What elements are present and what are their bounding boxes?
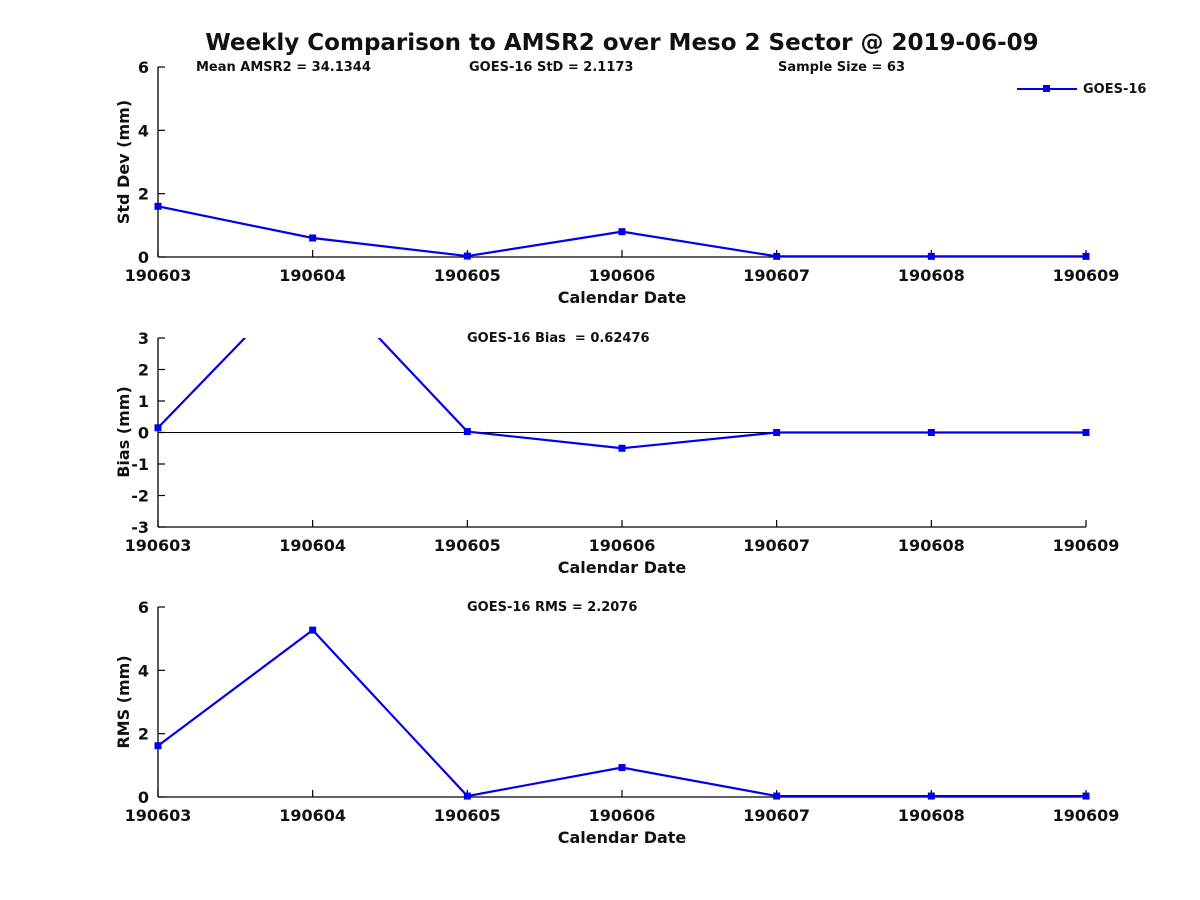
series-marker [618, 764, 626, 772]
y-tick-label: 0 [138, 248, 149, 267]
series-marker [309, 234, 317, 242]
x-tick-label: 190607 [743, 266, 810, 285]
x-tick-label: 190603 [125, 806, 192, 825]
x-tick-label: 190608 [898, 266, 965, 285]
series-marker [154, 424, 162, 432]
series-goes-16 [154, 626, 1090, 800]
series-marker [1082, 792, 1090, 800]
y-tick-label: 2 [138, 185, 149, 204]
series-marker [773, 429, 781, 436]
chart-rms: 190603 190604 190605 190606 190607 190608 1906… [125, 598, 1120, 825]
figure-title: Weekly Comparison to AMSR2 over Meso 2 S… [205, 30, 1039, 56]
x-tick-label: 190609 [1053, 806, 1120, 825]
chart-std-dev: 190603 190604 190605 190606 190607 190608 1906… [125, 58, 1120, 285]
x-tick-label: 190605 [434, 806, 501, 825]
series-marker [927, 792, 935, 800]
annotation-goes16-std: GOES-16 StD = 2.1173 [469, 60, 634, 75]
x-tick-label: 190604 [279, 806, 346, 825]
series-marker [154, 202, 162, 210]
x-tick-label: 190607 [743, 536, 810, 555]
y-tick-label: 0 [138, 788, 149, 807]
legend-marker-icon [1043, 85, 1050, 92]
x-tick-label: 190606 [589, 806, 656, 825]
series-marker [618, 444, 626, 452]
series-marker [1082, 429, 1090, 436]
y-tick-label: 2 [138, 725, 149, 744]
y-tick-label: 6 [138, 598, 149, 617]
x-tick-label: 190603 [125, 536, 192, 555]
x-tick-label: 190608 [898, 806, 965, 825]
y-tick-label: 2 [138, 361, 149, 380]
series-marker [1082, 252, 1090, 260]
series-goes-16 [154, 338, 1090, 452]
x-tick-label: 190608 [898, 536, 965, 555]
y-tick-label: 3 [138, 329, 149, 348]
y-axis-label-rms: RMS (mm) [114, 655, 133, 749]
y-tick-label: 6 [138, 58, 149, 77]
y-tick-label: 1 [138, 392, 149, 411]
series-marker [927, 252, 935, 260]
y-tick-label: -1 [131, 455, 149, 474]
x-tick-label: 190603 [125, 266, 192, 285]
x-axis-label-top: Calendar Date [557, 288, 687, 307]
y-tick-label: -2 [131, 487, 149, 506]
x-axis-label-bottom: Calendar Date [557, 828, 687, 847]
series-marker [309, 626, 317, 634]
series-marker [618, 228, 626, 236]
x-tick-label: 190609 [1053, 266, 1120, 285]
y-axis-label-stddev: Std Dev (mm) [114, 99, 133, 225]
series-marker [463, 252, 471, 260]
x-tick-label: 190609 [1053, 536, 1120, 555]
series-marker [927, 429, 935, 436]
y-tick-label: 4 [138, 121, 149, 140]
annotation-goes16-bias: GOES-16 Bias = 0.62476 [467, 331, 650, 346]
y-tick-label: 4 [138, 661, 149, 680]
annotation-mean-amsr2: Mean AMSR2 = 34.1344 [196, 60, 371, 75]
series-marker [154, 742, 162, 750]
x-tick-label: 190606 [589, 536, 656, 555]
x-tick-label: 190605 [434, 266, 501, 285]
x-tick-label: 190606 [589, 266, 656, 285]
y-axis-label-bias: Bias (mm) [114, 386, 133, 478]
series-marker [463, 792, 471, 800]
chart-bias: 190603 190604 190605 190606 190607 190608 1906… [125, 329, 1120, 555]
series-marker [773, 252, 781, 260]
annotation-goes16-rms: GOES-16 RMS = 2.2076 [467, 600, 638, 615]
y-tick-label: -3 [131, 518, 149, 537]
series-marker [773, 792, 781, 800]
series-marker [463, 428, 471, 436]
x-tick-label: 190607 [743, 806, 810, 825]
x-axis-label-middle: Calendar Date [557, 558, 687, 577]
x-tick-label: 190605 [434, 536, 501, 555]
series-goes-16 [154, 202, 1090, 260]
y-tick-label: 0 [138, 424, 149, 443]
legend-label: GOES-16 [1083, 82, 1147, 97]
annotation-sample-size: Sample Size = 63 [778, 60, 906, 75]
x-tick-label: 190604 [279, 266, 346, 285]
series-line [157, 628, 1086, 798]
x-tick-label: 190604 [279, 536, 346, 555]
